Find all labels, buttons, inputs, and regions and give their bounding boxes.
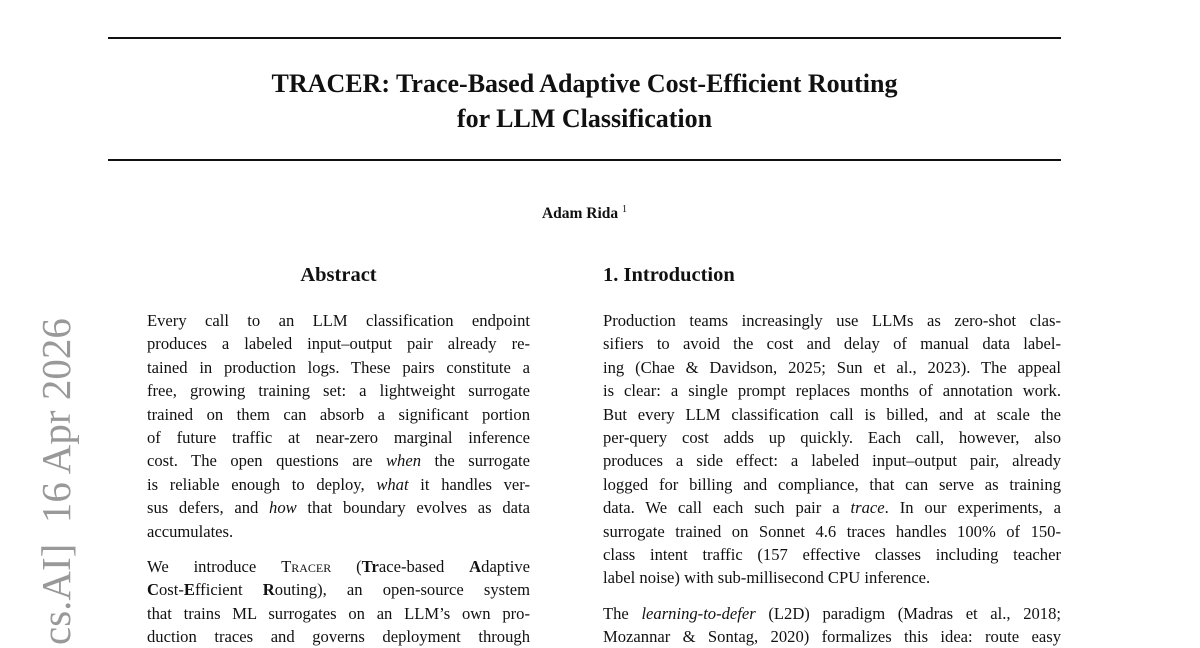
text-line: label noise) with sub-millisecond CPU in… bbox=[603, 568, 931, 588]
affiliation-mark: 1 bbox=[622, 204, 628, 215]
text-line: ing (Chae & Davidson, 2025; Sun et al., … bbox=[603, 357, 1061, 377]
emphasis: Tr bbox=[361, 556, 379, 576]
text-line: per-query cost adds up quickly. Each cal… bbox=[603, 427, 1061, 447]
text-line: class intent traffic (157 effective clas… bbox=[603, 544, 1061, 564]
text-line: sus defers, and how that boundary evolve… bbox=[147, 498, 530, 518]
text-line: of future traffic at near-zero marginal … bbox=[147, 427, 530, 447]
text-line: cost. The open questions are when the su… bbox=[147, 451, 530, 471]
text-line: logged for billing and compliance, that … bbox=[603, 474, 1061, 494]
title-bottom-rule bbox=[108, 159, 1061, 161]
introduction-heading: 1. Introduction bbox=[603, 264, 735, 286]
paper-title: TRACER: Trace-Based Adaptive Cost-Effici… bbox=[108, 66, 1061, 136]
text-line: is reliable enough to deploy, what it ha… bbox=[147, 474, 530, 494]
text-line: produces a labeled input–output pair alr… bbox=[147, 334, 530, 354]
text-line: accumulates. bbox=[147, 521, 234, 541]
emphasis: E bbox=[183, 580, 195, 600]
text-line: But every LLM classification call is bil… bbox=[603, 404, 1061, 424]
emphasis: A bbox=[469, 556, 482, 576]
text-line: Cost-Efficient Routing), an open-source … bbox=[147, 580, 531, 600]
text-line: free, growing training set: a lightweigh… bbox=[147, 381, 530, 401]
title-top-rule bbox=[108, 37, 1061, 39]
text-line: trained on them can absorb a significant… bbox=[147, 404, 530, 424]
abstract-body: Every call to an LLM classification endp… bbox=[147, 309, 530, 648]
title-line: for LLM Classification bbox=[456, 104, 713, 133]
emphasis: C bbox=[147, 580, 159, 600]
emphasis: learning-to-defer bbox=[641, 603, 756, 623]
text-line: The learning-to-defer (L2D) paradigm (Ma… bbox=[603, 603, 1061, 623]
paragraph: We introduce Tracer (Trace-based Adaptiv… bbox=[147, 555, 530, 648]
text-line: tained in production logs. These pairs c… bbox=[147, 357, 530, 377]
text-line: Mozannar & Sontag, 2020) formalizes this… bbox=[603, 627, 1061, 647]
text-line: that trains ML surrogates on an LLM’s ow… bbox=[147, 603, 530, 623]
emphasis: what bbox=[376, 474, 409, 494]
emphasis: trace bbox=[850, 498, 885, 518]
paragraph: Every call to an LLM classification endp… bbox=[147, 309, 530, 543]
abstract-heading: Abstract bbox=[300, 264, 377, 286]
author-line: Adam Rida 1 bbox=[108, 204, 1061, 223]
author-name: Adam Rida bbox=[541, 205, 619, 223]
text-line: produces a side effect: a labeled input–… bbox=[603, 451, 1061, 471]
text-line: sifiers to avoid the cost and delay of m… bbox=[603, 334, 1061, 354]
text-line: is clear: a single prompt replaces month… bbox=[603, 381, 1061, 401]
text-line: We introduce Tracer (Trace-based Adaptiv… bbox=[147, 556, 530, 576]
emphasis: how bbox=[269, 498, 297, 518]
paragraph: The learning-to-defer (L2D) paradigm (Ma… bbox=[603, 602, 1061, 648]
emphasis: R bbox=[262, 580, 275, 600]
paragraph: Production teams increasingly use LLMs a… bbox=[603, 309, 1061, 590]
text-line: Every call to an LLM classification endp… bbox=[147, 311, 530, 330]
arxiv-identifier-stamp: cs.AI] 16 Apr 2026 bbox=[33, 318, 79, 645]
text-line: duction traces and governs deployment th… bbox=[147, 627, 530, 647]
text-line: data. We call each such pair a trace. In… bbox=[603, 498, 1061, 518]
emphasis: when bbox=[385, 451, 422, 471]
introduction-body: Production teams increasingly use LLMs a… bbox=[603, 309, 1061, 648]
emphasis: Tracer bbox=[281, 556, 332, 576]
text-line: Production teams increasingly use LLMs a… bbox=[603, 311, 1061, 330]
text-line: surrogate trained on Sonnet 4.6 traces h… bbox=[603, 521, 1061, 541]
title-line: TRACER: Trace-Based Adaptive Cost-Effici… bbox=[271, 69, 898, 98]
